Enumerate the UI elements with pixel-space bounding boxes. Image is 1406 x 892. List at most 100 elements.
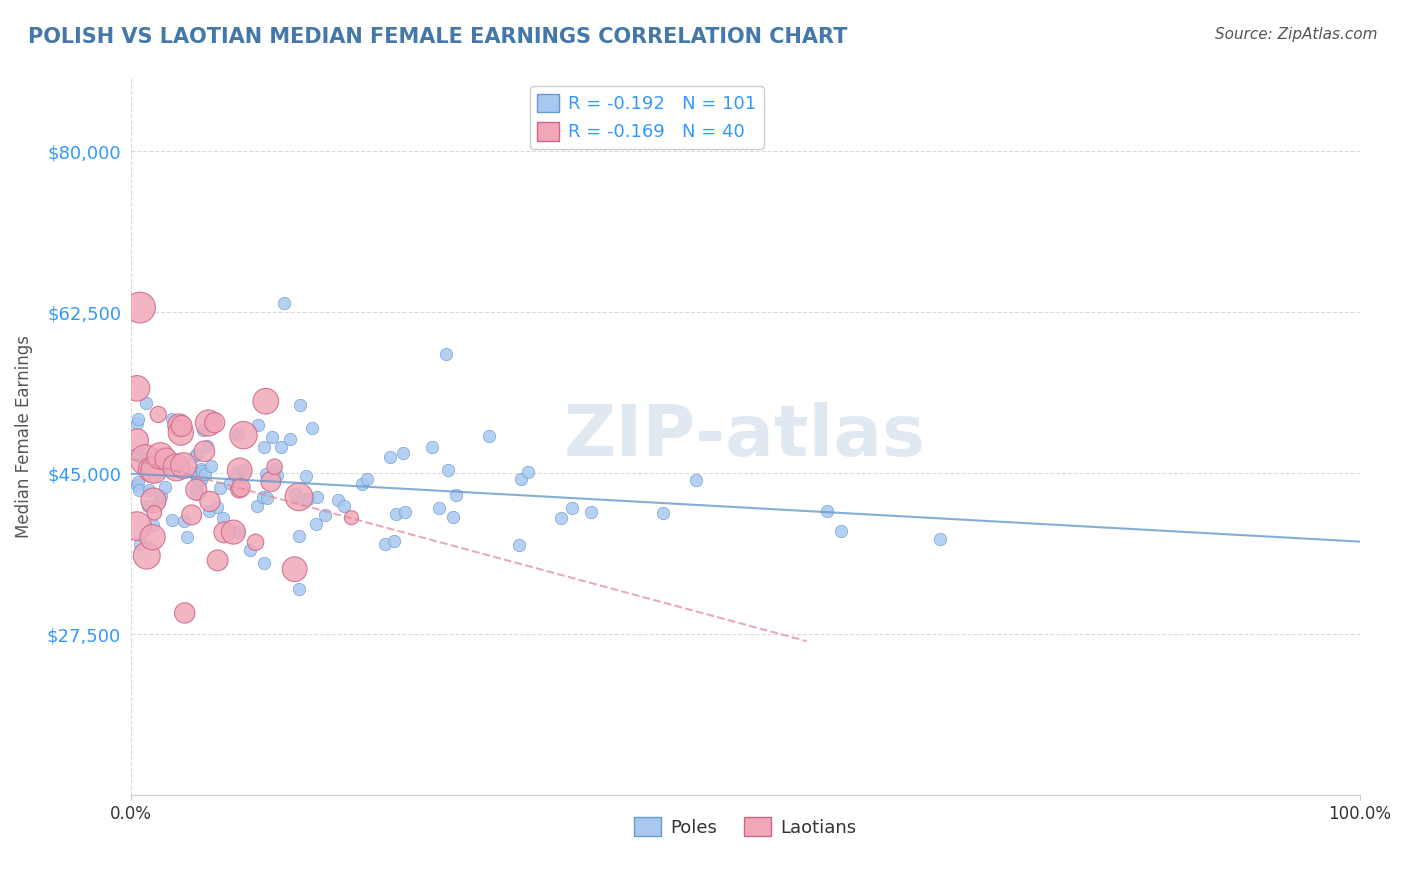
Point (581, 505, 603, 519)
Point (260, 429, 283, 443)
Point (252, 556, 274, 570)
Point (254, 394, 277, 409)
Point (198, 494, 221, 508)
Point (429, 500, 451, 515)
Point (170, 455, 193, 469)
Point (385, 507, 408, 521)
Point (246, 499, 269, 513)
Point (228, 463, 250, 477)
Point (263, 459, 285, 474)
Point (134, 452, 156, 467)
Point (190, 461, 212, 475)
Point (253, 441, 276, 455)
Point (207, 553, 229, 567)
Point (290, 398, 312, 412)
Point (252, 491, 274, 505)
Point (186, 447, 208, 461)
Point (139, 462, 162, 476)
Point (301, 421, 323, 435)
Point (200, 458, 222, 473)
Point (297, 492, 319, 507)
Point (437, 463, 460, 477)
Point (160, 513, 183, 527)
Point (266, 467, 288, 482)
Point (150, 489, 173, 503)
Point (125, 381, 148, 395)
Point (229, 481, 252, 495)
Point (125, 478, 148, 492)
Text: ZIP­atlas: ZIP­atlas (564, 402, 927, 471)
Point (125, 433, 148, 447)
Point (138, 483, 160, 498)
Point (561, 501, 583, 516)
Point (508, 538, 530, 552)
Point (197, 416, 219, 430)
Point (211, 510, 233, 524)
Point (830, 524, 852, 538)
Point (193, 423, 215, 437)
Point (219, 475, 242, 490)
Point (149, 449, 172, 463)
Point (141, 530, 163, 544)
Point (129, 301, 152, 315)
Point (190, 473, 212, 487)
Point (228, 483, 250, 497)
Point (180, 508, 202, 522)
Legend: Poles, Laotians: Poles, Laotians (627, 810, 863, 844)
Point (186, 470, 208, 484)
Point (135, 549, 157, 563)
Point (194, 467, 217, 482)
Point (254, 467, 277, 481)
Point (232, 463, 254, 477)
Point (444, 488, 467, 502)
Point (284, 487, 307, 501)
Point (165, 460, 187, 475)
Point (350, 477, 373, 491)
Point (652, 506, 675, 520)
Point (356, 472, 378, 486)
Point (284, 562, 307, 576)
Point (170, 419, 193, 434)
Point (516, 465, 538, 479)
Point (340, 510, 363, 524)
Point (127, 411, 149, 425)
Point (222, 525, 245, 540)
Point (260, 475, 283, 489)
Point (183, 449, 205, 463)
Point (166, 462, 188, 476)
Point (422, 440, 444, 454)
Point (186, 487, 208, 501)
Point (209, 482, 232, 496)
Point (186, 483, 208, 497)
Point (394, 505, 416, 519)
Point (127, 475, 149, 489)
Point (187, 474, 209, 488)
Point (307, 490, 329, 504)
Point (685, 473, 707, 487)
Point (288, 490, 311, 504)
Y-axis label: Median Female Earnings: Median Female Earnings (15, 334, 32, 538)
Text: POLISH VS LAOTIAN MEDIAN FEMALE EARNINGS CORRELATION CHART: POLISH VS LAOTIAN MEDIAN FEMALE EARNINGS… (28, 27, 848, 46)
Point (478, 428, 501, 442)
Point (245, 535, 267, 549)
Point (441, 509, 464, 524)
Point (391, 446, 413, 460)
Point (287, 528, 309, 542)
Point (314, 508, 336, 522)
Text: Source: ZipAtlas.com: Source: ZipAtlas.com (1215, 27, 1378, 42)
Point (264, 462, 287, 476)
Point (232, 428, 254, 442)
Point (510, 472, 533, 486)
Point (132, 450, 155, 465)
Point (201, 410, 224, 425)
Point (247, 418, 270, 433)
Point (270, 440, 292, 454)
Point (135, 396, 157, 410)
Point (173, 458, 195, 473)
Point (198, 504, 221, 518)
Point (305, 517, 328, 532)
Point (148, 408, 170, 422)
Point (148, 494, 170, 508)
Point (184, 482, 207, 496)
Point (291, 492, 314, 507)
